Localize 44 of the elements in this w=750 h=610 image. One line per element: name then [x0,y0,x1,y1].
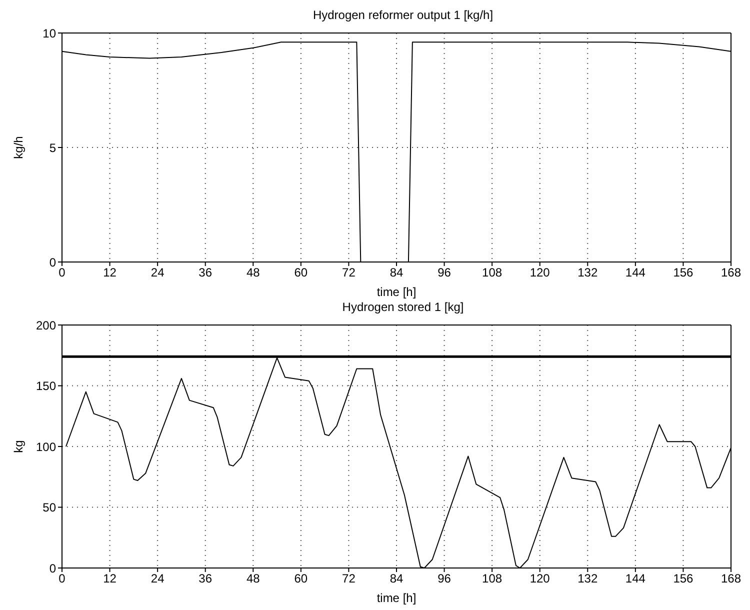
x-tick-label: 168 [720,572,742,586]
chart-title: Hydrogen stored 1 [kg] [341,300,465,316]
x-tick-label: 24 [150,572,165,586]
x-tick-label: 108 [482,266,502,280]
y-tick-label: 0 [49,255,56,270]
x-tick-label: 72 [342,266,356,280]
x-tick-label: 156 [673,572,694,586]
x-tick-label: 36 [198,266,212,280]
y-tick-label: 200 [36,318,56,332]
x-tick-label: 72 [342,572,356,586]
x-tick-label: 24 [150,266,165,280]
x-tick-label: 96 [438,572,452,586]
x-tick-label: 120 [530,572,550,586]
x-tick-label: 84 [390,572,404,586]
y-tick-label: 150 [36,379,56,394]
x-tick-label: 0 [58,266,66,280]
y-tick-label: 50 [42,500,56,515]
y-axis-title: kg/h [11,136,26,159]
x-tick-label: 144 [625,266,646,280]
x-tick-label: 48 [246,266,260,280]
x-tick-label: 144 [625,572,646,586]
x-tick-label: 84 [390,266,404,280]
x-tick-label: 168 [720,266,742,280]
x-tick-label: 60 [294,266,308,280]
x-tick-label: 132 [578,266,598,280]
x-tick-label: 108 [482,572,502,586]
y-tick-label: 100 [36,440,56,454]
x-tick-label: 36 [198,572,212,586]
y-tick-label: 5 [49,140,56,155]
x-tick-label: 60 [294,572,308,586]
x-tick-label: 120 [530,266,550,280]
x-tick-label: 0 [58,572,66,586]
x-axis-title: time [h] [376,285,416,299]
x-tick-label: 96 [438,266,452,280]
x-tick-label: 12 [103,266,117,280]
x-tick-label: 12 [103,572,117,586]
x-tick-label: 48 [246,572,260,586]
x-tick-label: 156 [673,266,694,280]
x-tick-label: 132 [578,572,598,586]
y-tick-label: 10 [42,26,56,40]
y-tick-label: 0 [49,561,56,576]
x-axis-title: time [h] [376,591,416,605]
chart-title: Hydrogen reformer output 1 [kg/h] [312,8,494,24]
y-axis-title: kg [11,440,26,453]
